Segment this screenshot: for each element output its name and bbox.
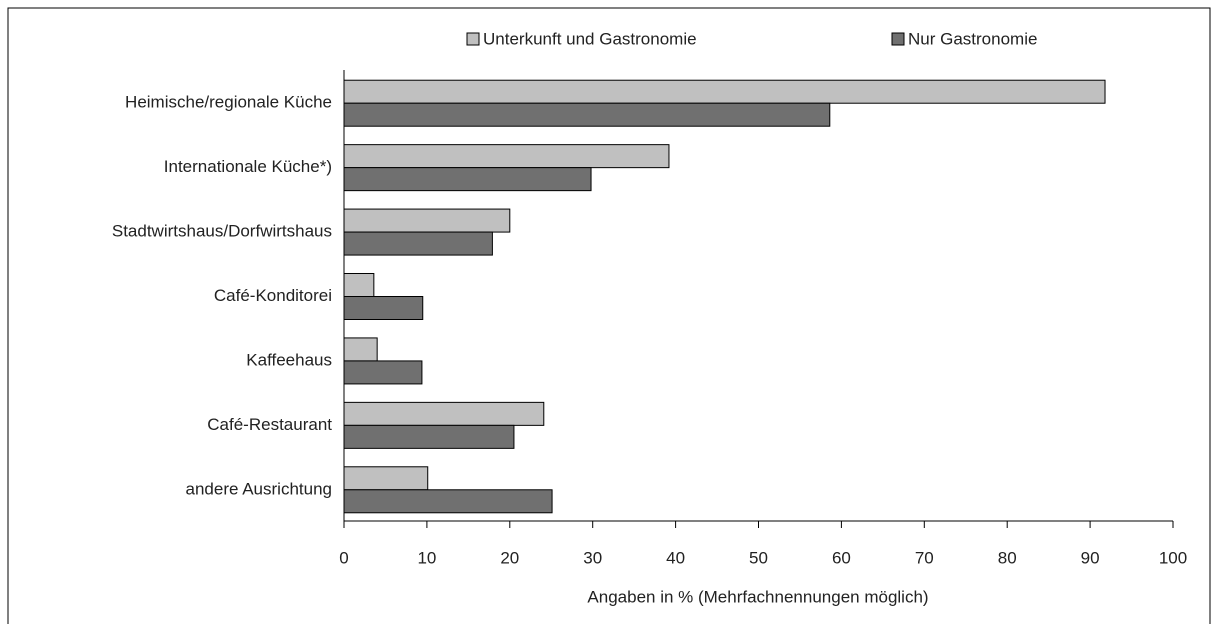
x-axis-label: Angaben in % (Mehrfachnennungen möglich) bbox=[587, 587, 928, 606]
y-tick-label: andere Ausrichtung bbox=[186, 479, 333, 498]
bar bbox=[343, 360, 423, 385]
x-tick-label: 0 bbox=[339, 548, 348, 567]
bar bbox=[343, 424, 515, 449]
frame bbox=[7, 7, 1211, 624]
bar bbox=[343, 489, 553, 514]
bar bbox=[343, 296, 424, 320]
bar bbox=[343, 208, 511, 233]
legend-swatch bbox=[891, 32, 905, 46]
bar bbox=[343, 144, 670, 169]
x-tick-label: 40 bbox=[666, 548, 685, 567]
y-tick-label: Café-Konditorei bbox=[214, 286, 332, 305]
x-tick-label: 20 bbox=[500, 548, 519, 567]
bar bbox=[343, 102, 831, 127]
y-tick-label: Kaffeehaus bbox=[246, 350, 332, 369]
x-tick-label: 60 bbox=[832, 548, 851, 567]
y-tick-label: Heimische/regionale Küche bbox=[125, 93, 332, 112]
bar bbox=[343, 79, 1106, 104]
x-tick-label: 30 bbox=[583, 548, 602, 567]
bar bbox=[343, 466, 429, 491]
x-tick-label: 80 bbox=[998, 548, 1017, 567]
x-tick-label: 10 bbox=[417, 548, 436, 567]
bar bbox=[343, 231, 493, 256]
legend-label: Unterkunft und Gastronomie bbox=[483, 29, 697, 48]
bar bbox=[343, 273, 375, 297]
x-tick-label: 50 bbox=[749, 548, 768, 567]
bar bbox=[343, 167, 592, 192]
bar bbox=[343, 337, 378, 362]
x-tick-label: 70 bbox=[915, 548, 934, 567]
bar bbox=[343, 401, 545, 426]
y-tick-label: Internationale Küche*) bbox=[164, 157, 332, 176]
y-tick-label: Café-Restaurant bbox=[207, 415, 332, 434]
legend-swatch bbox=[466, 32, 480, 46]
x-tick-label: 90 bbox=[1081, 548, 1100, 567]
y-tick-label: Stadtwirtshaus/Dorfwirtshaus bbox=[112, 222, 332, 241]
legend-label: Nur Gastronomie bbox=[908, 29, 1037, 48]
x-tick-label: 100 bbox=[1159, 548, 1187, 567]
